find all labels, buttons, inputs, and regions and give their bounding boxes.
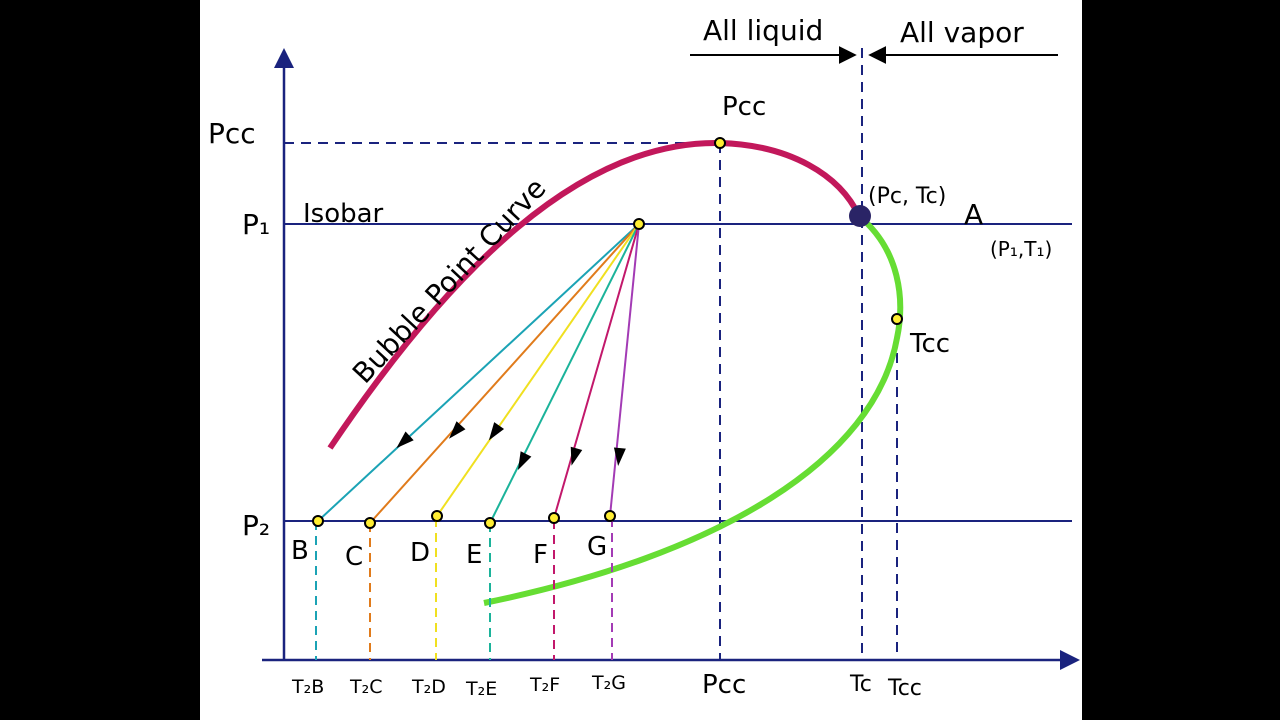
marker-c [364, 517, 376, 529]
path-to-d [436, 223, 640, 517]
point-b-label: B [291, 536, 309, 566]
path-to-g [609, 223, 640, 517]
point-a-label: A [964, 198, 983, 231]
phase-diagram-svg: All liquid All vapor Pcc P₁ P₂ Isobar Bu… [208, 14, 1080, 701]
arrowhead-c [448, 421, 466, 439]
x-label-tcc: Tcc [887, 676, 922, 701]
x-label-pcc: Pcc [702, 670, 746, 700]
direction-arrowheads [396, 421, 626, 471]
pcc-point-label: Pcc [722, 92, 766, 122]
arrowhead-d [488, 422, 505, 441]
phase-diagram-canvas: All liquid All vapor Pcc P₁ P₂ Isobar Bu… [200, 0, 1082, 720]
y-label-pcc: Pcc [208, 117, 256, 150]
marker-g [604, 510, 616, 522]
arrowhead-f [570, 446, 583, 466]
all-vapor-label: All vapor [900, 16, 1024, 49]
x-label-t2e: T₂E [465, 678, 497, 700]
path-to-f [553, 223, 640, 519]
tcc-point-label: Tcc [909, 329, 950, 359]
x-label-t2g: T₂G [591, 672, 626, 694]
y-label-p1: P₁ [242, 208, 270, 241]
arrowhead-e [517, 451, 532, 471]
x-label-t2d: T₂D [411, 676, 446, 698]
x-label-t2b: T₂B [291, 676, 324, 698]
point-f-label: F [533, 540, 548, 570]
point-g-label: G [587, 532, 607, 562]
isobar-label: Isobar [303, 199, 384, 229]
point-e-label: E [466, 540, 482, 570]
marker-pcc [714, 137, 726, 149]
marker-start [633, 218, 645, 230]
dew-point-curve [483, 213, 904, 606]
path-to-b [317, 223, 640, 522]
marker-d [431, 510, 443, 522]
bubble-point-curve [327, 139, 862, 450]
point-d-label: D [410, 538, 430, 568]
point-markers [312, 137, 903, 529]
marker-tcc [891, 313, 903, 325]
marker-f [548, 512, 560, 524]
critical-point-marker [849, 205, 871, 227]
all-liquid-label: All liquid [703, 14, 823, 47]
x-label-tc: Tc [849, 672, 872, 697]
y-label-p2: P₂ [242, 509, 270, 542]
point-a-coords: (P₁,T₁) [990, 237, 1052, 261]
critical-point-label: (Pc, Tc) [868, 184, 946, 209]
path-to-c [369, 223, 640, 524]
point-c-label: C [345, 542, 363, 572]
x-label-t2c: T₂C [349, 676, 383, 698]
x-label-t2f: T₂F [529, 674, 560, 696]
marker-e [484, 517, 496, 529]
path-to-e [489, 223, 640, 524]
marker-b [312, 515, 324, 527]
expansion-paths [317, 223, 640, 524]
arrowhead-b [396, 431, 414, 449]
arrowhead-g [613, 447, 626, 466]
